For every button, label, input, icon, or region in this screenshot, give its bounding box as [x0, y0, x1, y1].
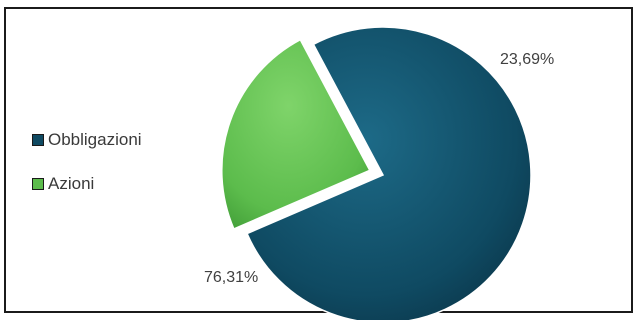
legend-item-obbligazioni: Obbligazioni [32, 128, 142, 152]
data-label-obbligazioni: 76,31% [204, 269, 258, 286]
legend-swatch-azioni [32, 178, 44, 190]
legend-swatch-obbligazioni [32, 134, 44, 146]
legend-label-obbligazioni: Obbligazioni [48, 130, 142, 149]
data-label-azioni: 23,69% [500, 51, 554, 68]
pie-slices [221, 26, 532, 320]
legend: Obbligazioni Azioni [32, 128, 142, 216]
pie-slice-azioni [221, 38, 371, 230]
legend-label-azioni: Azioni [48, 174, 95, 193]
pie-slice-obbligazioni [246, 26, 532, 320]
legend-item-azioni: Azioni [32, 172, 142, 196]
